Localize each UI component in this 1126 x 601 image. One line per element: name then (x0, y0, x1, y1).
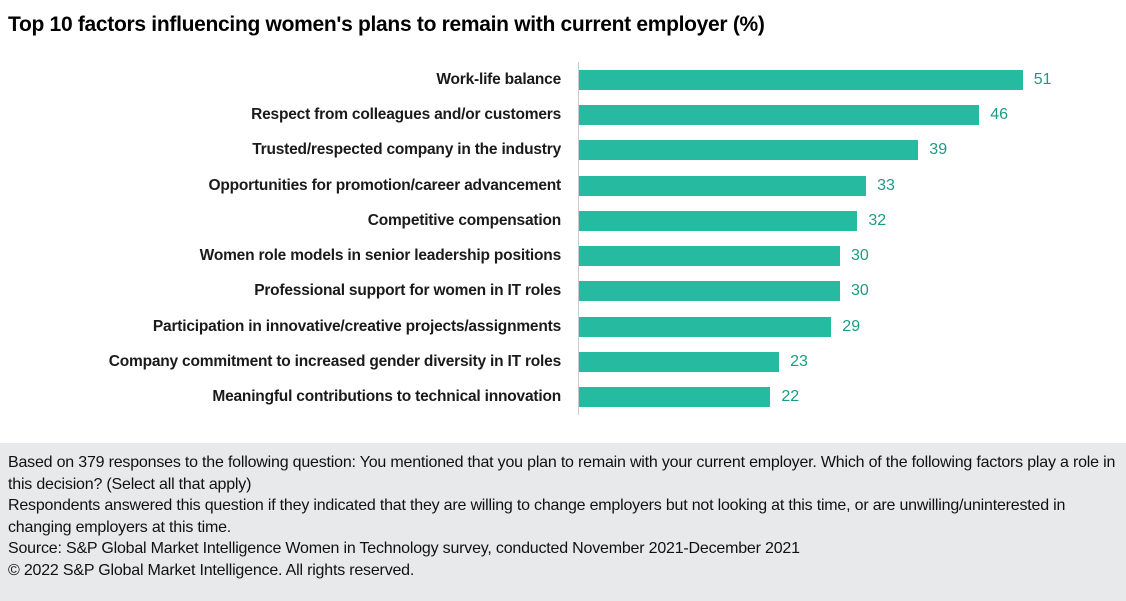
bar-track: 29 (578, 309, 1126, 345)
bar-track: 33 (578, 167, 1126, 204)
value-label: 29 (842, 317, 861, 335)
category-label: Work-life balance (436, 70, 561, 88)
category-label: Participation in innovative/creative pro… (152, 317, 561, 335)
bar (579, 175, 867, 196)
category-label: Company commitment to increased gender d… (108, 353, 561, 371)
value-label: 32 (868, 211, 887, 229)
bar (579, 140, 919, 161)
footnote-question: Based on 379 responses to the following … (8, 454, 1116, 493)
bar-row: Meaningful contributions to technical in… (0, 379, 1126, 415)
bar (579, 69, 1023, 90)
value-label: 22 (781, 388, 800, 406)
bar (579, 246, 840, 267)
bar-row: Participation in innovative/creative pro… (0, 309, 1126, 345)
value-label: 33 (877, 176, 895, 194)
value-label: 30 (851, 282, 869, 300)
category-label: Competitive compensation (367, 211, 561, 229)
bar-track: 39 (578, 132, 1126, 168)
bar-track: 46 (578, 97, 1126, 133)
bar-track: 32 (578, 203, 1126, 239)
bar-row: Professional support for women in IT rol… (0, 273, 1126, 310)
bar-track: 30 (578, 273, 1126, 310)
bar (579, 316, 832, 337)
bar (579, 352, 780, 373)
bar-row: Company commitment to increased gender d… (0, 344, 1126, 380)
bar-row: Work-life balance 51 (0, 62, 1126, 98)
value-label: 23 (790, 353, 808, 371)
value-label: 39 (929, 141, 948, 159)
value-label: 46 (990, 105, 1008, 123)
bar-row: Trusted/respected company in the industr… (0, 132, 1126, 168)
bar-track: 30 (578, 238, 1126, 274)
value-label: 51 (1033, 70, 1052, 88)
category-label: Opportunities for promotion/career advan… (208, 176, 561, 194)
category-label: Meaningful contributions to technical in… (212, 388, 561, 406)
chart-title: Top 10 factors influencing women's plans… (8, 13, 765, 36)
footnote-source: Source: S&P Global Market Intelligence W… (8, 540, 800, 557)
bar (579, 281, 840, 302)
bar-track: 51 (578, 62, 1126, 98)
bar (579, 210, 858, 231)
category-label: Professional support for women in IT rol… (254, 282, 561, 300)
bar (579, 387, 771, 408)
category-label: Women role models in senior leadership p… (199, 247, 562, 265)
bar-track: 22 (578, 379, 1126, 415)
category-label: Respect from colleagues and/or customers (251, 105, 561, 123)
value-label: 30 (851, 247, 869, 265)
bar-track: 23 (578, 344, 1126, 380)
bar (579, 104, 980, 125)
footnote-copyright: © 2022 S&P Global Market Intelligence. A… (8, 561, 415, 579)
footnote-block: Based on 379 responses to the following … (0, 443, 1126, 601)
bar-row: Women role models in senior leadership p… (0, 238, 1126, 274)
category-label: Trusted/respected company in the industr… (252, 141, 561, 159)
bar-row: Opportunities for promotion/career advan… (0, 167, 1126, 204)
bar-chart: Work-life balance 51 Respect from colleagu… (0, 62, 1126, 415)
bar-row: Competitive compensation 32 (0, 203, 1126, 239)
bar-row: Respect from colleagues and/or customers… (0, 97, 1126, 133)
footnote-respondents: Respondents answered this question if th… (8, 497, 1066, 536)
